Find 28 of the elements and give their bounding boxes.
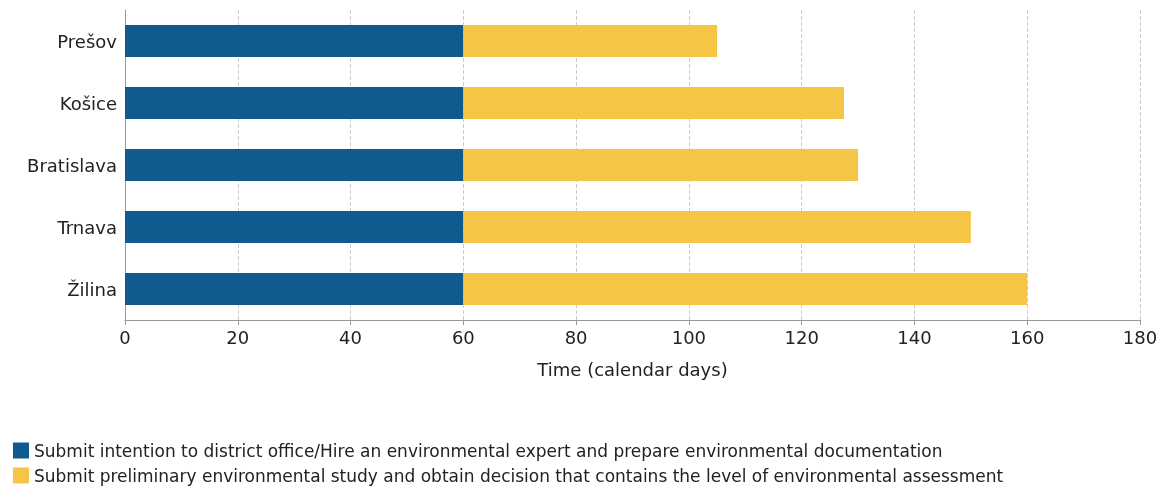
bar <box>463 148 859 182</box>
bar <box>125 272 464 306</box>
bar <box>125 86 464 120</box>
bar <box>125 210 464 244</box>
x-tick-label: 60 <box>451 326 475 348</box>
legend-label: Submit preliminary environmental study and obtain decision that contains the level of environmental assessment <box>34 465 1004 486</box>
x-tick-label: 100 <box>671 326 707 348</box>
x-tick-label: 180 <box>1122 326 1158 348</box>
x-tick-label: 120 <box>784 326 819 348</box>
bar <box>463 24 718 58</box>
x-tick-label: 20 <box>226 326 250 348</box>
bar <box>125 148 464 182</box>
x-tick-label: 160 <box>1010 326 1045 348</box>
bar <box>463 86 844 120</box>
y-tick-label: Prešov <box>57 30 118 52</box>
y-tick-label: Bratislava <box>27 154 117 176</box>
x-tick-label: 0 <box>119 326 131 348</box>
x-axis-title: Time (calendar days) <box>536 358 728 380</box>
legend-label: Submit intention to district office/Hire an environmental expert and prepare environmental documentation <box>34 440 943 461</box>
bar <box>463 210 971 244</box>
bar <box>463 272 1028 306</box>
x-tick-label: 80 <box>564 326 588 348</box>
x-tick-label: 40 <box>339 326 363 348</box>
bar <box>125 24 464 58</box>
y-tick-label: Žilina <box>67 278 117 300</box>
x-tick-label: 140 <box>897 326 932 348</box>
y-tick-label: Trnava <box>56 216 117 238</box>
y-tick-label: Košice <box>59 92 117 114</box>
